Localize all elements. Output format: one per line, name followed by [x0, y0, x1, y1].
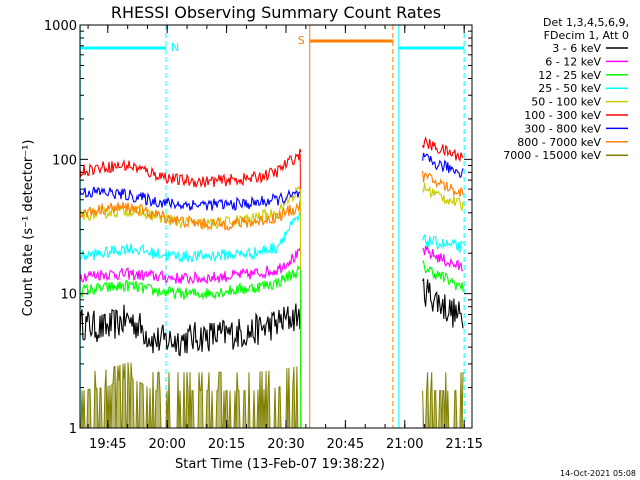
- night-annotation: N: [171, 41, 179, 54]
- x-tick-label: 20:30: [267, 437, 304, 452]
- chart-title: RHESSI Observing Summary Count Rates: [111, 3, 441, 22]
- x-tick-label: 20:45: [327, 437, 364, 452]
- y-tick-label: 10: [60, 288, 77, 303]
- footer-timestamp: 14-Oct-2021 05:08: [560, 469, 636, 478]
- series-12-25-kev-segment-2: [422, 260, 464, 292]
- y-tick-label: 1000: [44, 19, 77, 34]
- x-tick-label: 19:45: [89, 437, 126, 452]
- y-axis-title: Count Rate (s⁻¹ detector⁻¹): [21, 140, 36, 317]
- legend-entry-label: 7000 - 15000 keV: [503, 149, 601, 162]
- legend-entry-label: 50 - 100 keV: [531, 96, 601, 109]
- legend-entry-label: 100 - 300 keV: [524, 109, 601, 122]
- y-tick-label: 100: [52, 153, 77, 168]
- series-300-800-kev-segment-2: [422, 152, 464, 178]
- series-6-12-kev-segment-2: [422, 245, 464, 272]
- series-7000-15000-kev-fill-1: [80, 362, 301, 428]
- x-tick-label: 20:15: [208, 437, 245, 452]
- series-100-300-kev-segment-1: [79, 148, 302, 188]
- legend-entry-label: 300 - 800 keV: [524, 122, 601, 135]
- series-25-50-kev-segment-1: [79, 211, 302, 264]
- series-300-800-kev-segment-1: [79, 186, 302, 212]
- legend-entry-label: 12 - 25 keV: [538, 69, 601, 82]
- series-800-7000-kev-segment-1: [79, 200, 302, 231]
- x-tick-label: 20:00: [148, 437, 185, 452]
- legend-header-line: Det 1,3,4,5,6,9,: [543, 16, 629, 29]
- series-3-6-kev-segment-2: [422, 278, 464, 329]
- series-50-100-kev-segment-1: [79, 185, 302, 230]
- x-tick-label: 21:15: [445, 437, 482, 452]
- saa-annotation: S: [298, 34, 305, 47]
- x-tick-label: 21:00: [386, 437, 423, 452]
- series-25-50-kev-segment-2: [422, 234, 464, 253]
- series-50-100-kev-segment-2: [422, 182, 464, 211]
- legend-header-line: FDecim 1, Att 0: [544, 29, 629, 42]
- series-3-6-kev-segment-1: [79, 299, 302, 357]
- series-100-300-kev-segment-2: [422, 136, 464, 163]
- series-7000-15000-kev-fill-2: [422, 372, 463, 428]
- plot-frame: [79, 24, 473, 429]
- legend-entry-label: 800 - 7000 keV: [517, 136, 601, 149]
- legend-entry-label: 3 - 6 keV: [552, 42, 601, 55]
- x-axis-title: Start Time (13-Feb-07 19:38:22): [175, 457, 385, 472]
- series-12-25-kev-segment-1: [79, 264, 302, 301]
- series-6-12-kev-segment-1: [79, 246, 302, 285]
- series-800-7000-kev-segment-2: [422, 170, 464, 197]
- legend-entry-label: 6 - 12 keV: [545, 55, 601, 68]
- legend-entry-label: 25 - 50 keV: [538, 82, 601, 95]
- y-tick-label: 1: [69, 422, 77, 437]
